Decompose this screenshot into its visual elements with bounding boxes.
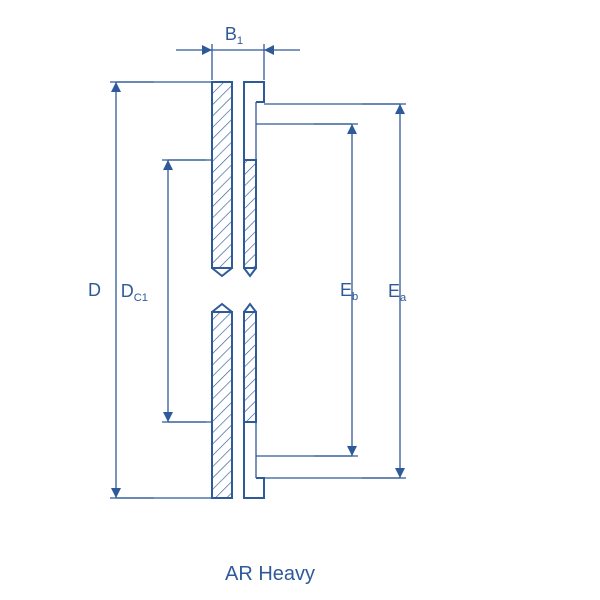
label-B1: B1 <box>225 24 243 47</box>
label-Dc1: DC1 <box>121 281 148 304</box>
label-D: D <box>88 280 101 300</box>
caption: AR Heavy <box>225 563 315 585</box>
label-Eb: Eb <box>340 280 358 303</box>
label-Ea: Ea <box>388 281 407 304</box>
